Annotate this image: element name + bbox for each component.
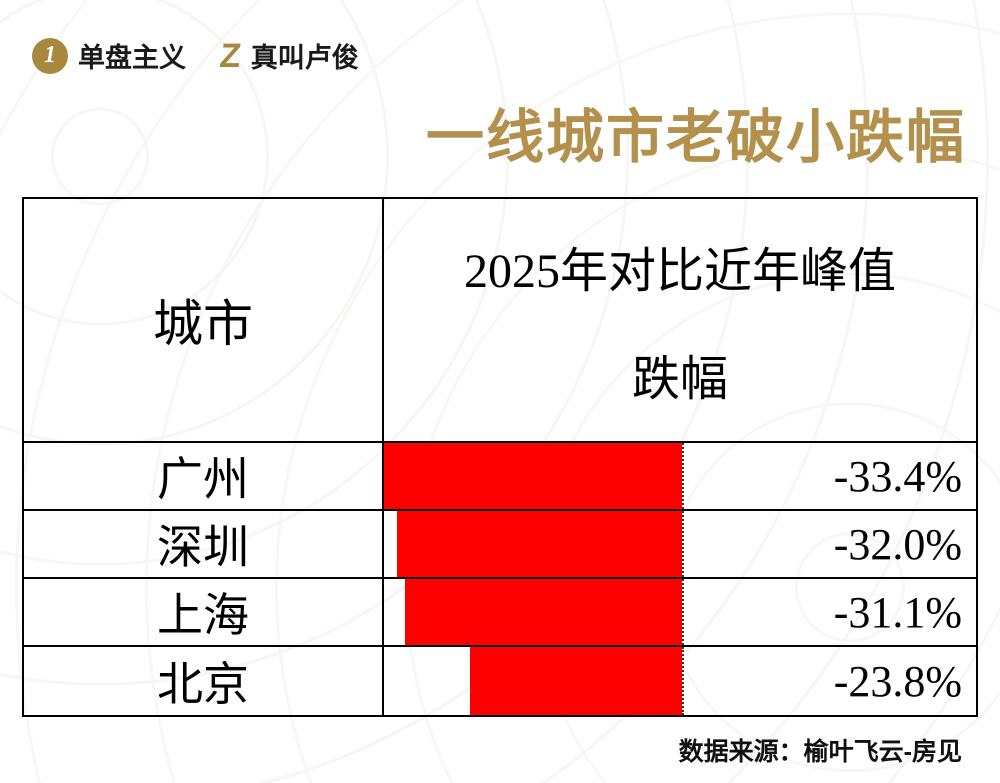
decline-value: -33.4% <box>833 451 962 501</box>
bar-area <box>384 647 684 715</box>
value-cell: -23.8% <box>384 647 976 715</box>
city-label: 北京 <box>24 647 384 715</box>
data-source-label: 数据来源：榆叶飞云-房见 <box>678 738 962 766</box>
value-column-header: 2025年对比近年峰值 跌幅 <box>384 199 976 441</box>
brand-zhenjiaolujun: Z 真叫卢俊 <box>218 36 359 75</box>
bar-area <box>384 443 684 509</box>
bar-area <box>384 511 684 577</box>
brand-danpanzhuyi: 1 单盘主义 <box>32 36 186 75</box>
city-label: 上海 <box>24 579 384 645</box>
city-label: 广州 <box>24 443 384 509</box>
brand-row: 1 单盘主义 Z 真叫卢俊 <box>32 36 359 75</box>
value-cell: -33.4% <box>384 443 976 509</box>
bar-area <box>384 579 684 645</box>
table-body: 广州 -33.4% 深圳 -32.0% 上海 -31.1% 北京 <box>24 443 976 715</box>
zhenjiaolujun-logo-icon: Z <box>218 36 243 75</box>
value-column-header-line2: 跌幅 <box>631 353 728 406</box>
decline-value: -31.1% <box>833 587 962 637</box>
value-column-header-line1: 2025年对比近年峰值 <box>463 245 896 298</box>
decline-bar <box>396 511 682 577</box>
value-cell: -32.0% <box>384 511 976 577</box>
decline-bar <box>384 443 682 509</box>
decline-bar <box>404 579 682 645</box>
page-title: 一线城市老破小跌幅 <box>425 105 966 170</box>
decline-value: -32.0% <box>833 519 962 569</box>
city-label: 深圳 <box>24 511 384 577</box>
table-row: 北京 -23.8% <box>24 647 976 715</box>
decline-value: -23.8% <box>833 656 962 706</box>
table-row: 深圳 -32.0% <box>24 511 976 579</box>
brand-danpanzhuyi-label: 单盘主义 <box>78 43 186 73</box>
city-column-header: 城市 <box>24 199 384 441</box>
table-header-row: 城市 2025年对比近年峰值 跌幅 <box>24 199 976 443</box>
danpanzhuyi-logo-icon: 1 <box>32 37 68 74</box>
table-row: 广州 -33.4% <box>24 443 976 511</box>
decline-bar <box>469 647 682 715</box>
decline-table: 城市 2025年对比近年峰值 跌幅 广州 -33.4% 深圳 -32.0% 上海 <box>22 197 978 717</box>
value-cell: -31.1% <box>384 579 976 645</box>
brand-zhenjiaolujun-label: 真叫卢俊 <box>250 43 359 73</box>
table-row: 上海 -31.1% <box>24 579 976 647</box>
